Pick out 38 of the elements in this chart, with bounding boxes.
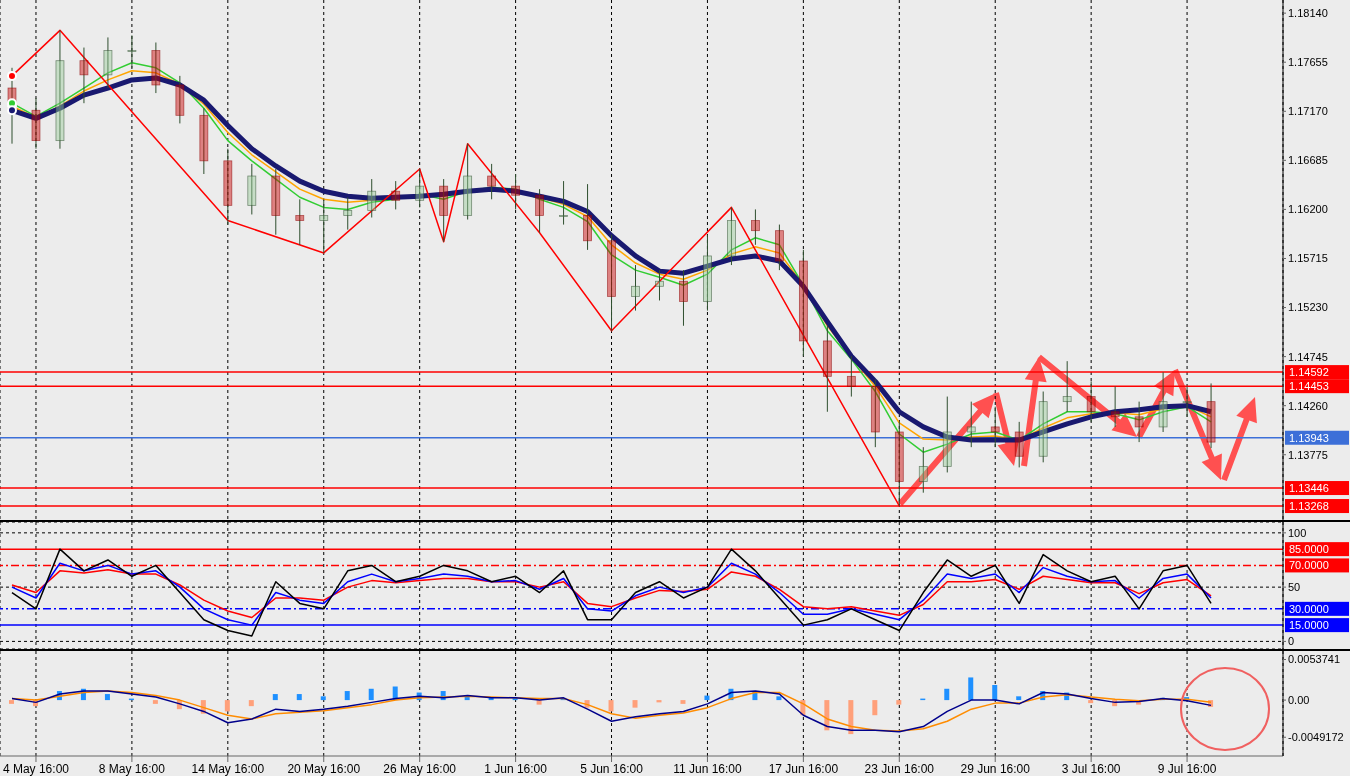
x-tick-label: 5 Jun 16:00 (580, 761, 644, 776)
y-tick-label: 1.13775 (1288, 448, 1328, 461)
x-tick-label: 14 May 16:00 (191, 761, 265, 776)
y-tick-label: 1.18140 (1288, 7, 1328, 20)
y-tick-label: 1.15715 (1288, 252, 1328, 265)
ref-line-label: 1.13446 (1289, 482, 1329, 495)
y-tick-label: 0.00 (1288, 694, 1310, 707)
ref-line-label: 70.0000 (1289, 559, 1329, 572)
x-tick-label: 1 Jun 16:00 (484, 761, 548, 776)
x-tick-label: 3 Jul 16:00 (1061, 761, 1121, 776)
y-tick-label: 1.15230 (1288, 301, 1328, 314)
y-tick-label: 1.14745 (1288, 350, 1328, 363)
ref-line-label: 1.14453 (1289, 380, 1329, 393)
x-tick-label: 26 May 16:00 (383, 761, 457, 776)
y-tick-label: 1.17655 (1288, 56, 1328, 69)
y-tick-label: 1.14260 (1288, 399, 1328, 412)
x-tick-label: 23 Jun 16:00 (864, 761, 935, 776)
x-tick-label: 20 May 16:00 (287, 761, 361, 776)
ref-line-label: 85.0000 (1289, 543, 1329, 556)
ref-line-label: 15.0000 (1289, 619, 1329, 632)
y-tick-label: 0 (1288, 635, 1295, 648)
ref-line-label: 1.13268 (1289, 500, 1329, 513)
ref-line-label: 1.14592 (1289, 366, 1329, 379)
y-tick-label: 1.17170 (1288, 105, 1328, 118)
x-tick-label: 8 May 16:00 (98, 761, 166, 776)
x-tick-label: 29 Jun 16:00 (960, 761, 1031, 776)
x-tick-label: 11 Jun 16:00 (673, 761, 743, 776)
y-tick-label: -0.0049172 (1288, 731, 1344, 744)
y-tick-label: 100 (1288, 526, 1307, 539)
x-tick-label: 9 Jul 16:00 (1157, 761, 1217, 776)
x-tick-label: 4 May 16:00 (2, 761, 70, 776)
ref-line-label: 30.0000 (1289, 602, 1329, 615)
x-tick-label: 17 Jun 16:00 (768, 761, 839, 776)
y-tick-label: 50 (1288, 581, 1301, 594)
y-tick-label: 1.16200 (1288, 203, 1328, 216)
y-tick-label: 0.0053741 (1288, 653, 1340, 666)
ref-line-label: 1.13943 (1289, 431, 1329, 444)
y-tick-label: 1.16685 (1288, 154, 1328, 167)
